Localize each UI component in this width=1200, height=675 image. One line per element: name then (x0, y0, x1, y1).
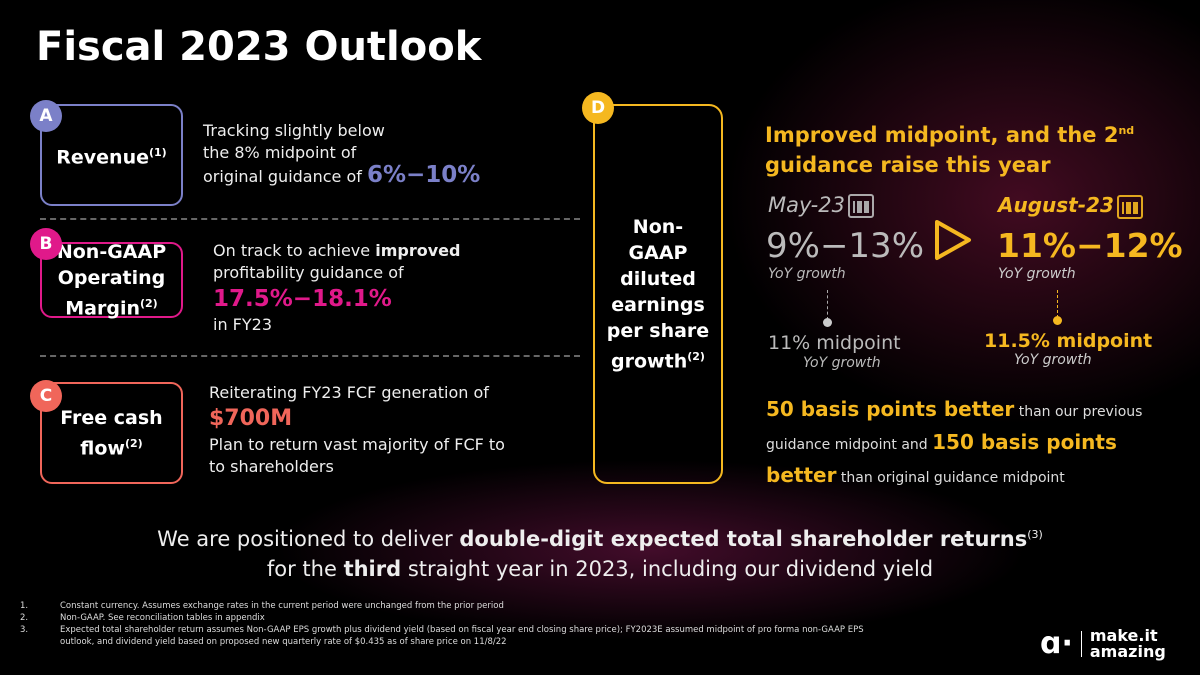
text-line: On track to achieve (213, 241, 376, 260)
footnote-ref: (2) (140, 296, 158, 310)
footnote-number: 1. (20, 601, 29, 611)
heading-text: Improved midpoint, and the 2 (765, 123, 1119, 147)
logo-text: make.it (1089, 626, 1158, 645)
revenue-value: 6%−10% (366, 162, 481, 188)
label: Free cash (60, 406, 163, 429)
page-title: Fiscal 2023 Outlook (36, 24, 482, 70)
divider (40, 218, 580, 220)
badge-a: A (30, 100, 62, 132)
arrow-play-icon (935, 220, 971, 260)
label: Operating (57, 266, 166, 289)
footnote: 1. Constant currency. Assumes exchange ra… (20, 600, 864, 612)
may-date: May-23 (768, 193, 874, 218)
august-midpoint: 11.5% midpoint (984, 330, 1153, 352)
growth-label: YoY growth (998, 266, 1076, 282)
divider (40, 355, 580, 357)
label: Non- (632, 215, 684, 238)
august-date: August-23 (998, 193, 1143, 219)
logo-mark-icon: ɑ· (1040, 626, 1073, 661)
footnotes: 1. Constant currency. Assumes exchange ra… (20, 600, 864, 648)
badge-d: D (582, 92, 614, 124)
growth-label: YoY growth (803, 355, 881, 371)
emphasis: third (343, 557, 402, 581)
emphasis: 150 basis points better (766, 430, 1117, 487)
logo-text: amazing (1089, 642, 1166, 661)
text: We are positioned to deliver (157, 527, 460, 551)
footnote: 3. Expected total shareholder return assu… (20, 624, 864, 636)
august-range: 11%−12% (997, 226, 1183, 265)
tsr-banner: We are positioned to deliver double-digi… (0, 520, 1200, 584)
free-cash-flow-description: Reiterating FY23 FCF generation of $700M… (209, 382, 505, 478)
text: for the (266, 557, 344, 581)
operating-margin-value: 17.5%−18.1% (213, 286, 392, 312)
footnote-text: Non-GAAP. See reconciliation tables in a… (60, 613, 265, 623)
badge-c: C (30, 380, 62, 412)
footnote-ref: (2) (124, 436, 143, 450)
label: Non-GAAP (56, 240, 167, 263)
emphasis: 50 basis points better (766, 397, 1015, 421)
footnote-text: outlook, and dividend yield based on pro… (60, 637, 507, 647)
free-cash-flow-box: Free cash flow(2) (40, 382, 183, 484)
revenue-box: Revenue(1) (40, 104, 183, 206)
date-label: May-23 (768, 193, 845, 217)
text-line: in FY23 (213, 315, 273, 334)
calendar-icon (847, 194, 874, 218)
text-line: profitability guidance of (213, 263, 404, 282)
footnote-ref: (1) (149, 145, 167, 159)
text-line: original guidance of (203, 167, 367, 186)
date-label: August-23 (998, 193, 1114, 217)
footnote-text: Constant currency. Assumes exchange rate… (60, 601, 504, 611)
ordinal: nd (1118, 124, 1135, 137)
revenue-label: Revenue (56, 146, 149, 169)
label: Margin (65, 297, 140, 320)
dot (823, 318, 832, 327)
growth-label: YoY growth (1014, 352, 1092, 368)
label: growth (611, 350, 688, 373)
label: earnings (611, 293, 705, 316)
emphasis: double-digit expected total shareholder … (459, 527, 1028, 551)
text-line: the 8% midpoint of (203, 143, 357, 162)
label: GAAP (628, 241, 688, 264)
connector (1057, 290, 1058, 318)
connector (827, 290, 828, 320)
footnote: outlook, and dividend yield based on pro… (20, 636, 864, 648)
eps-growth-box: Non- GAAP diluted earnings per share growth(2… (593, 104, 723, 484)
footnote-ref: (2) (687, 349, 705, 363)
label: diluted (620, 267, 696, 290)
dot (1053, 316, 1062, 325)
company-logo: ɑ· make.it amazing (1040, 628, 1166, 660)
text: than our previous guidance midpoint and (766, 404, 1143, 453)
footnote-text: Expected total shareholder return assume… (60, 625, 864, 635)
operating-margin-box: Non-GAAP Operating Margin(2) (40, 240, 183, 320)
text-line: Tracking slightly below (203, 121, 385, 140)
emphasis: improved (375, 241, 461, 260)
footnote: 2. Non-GAAP. See reconciliation tables in… (20, 612, 864, 624)
text: than original guidance midpoint (836, 470, 1065, 486)
basis-points-summary: 50 basis points better than our previous… (766, 394, 1166, 493)
text-line: to shareholders (209, 457, 334, 476)
calendar-icon (1116, 194, 1143, 219)
logo-wordmark: make.it amazing (1090, 628, 1166, 660)
may-midpoint: 11% midpoint (768, 332, 901, 354)
badge-b: B (30, 228, 62, 260)
fcf-value: $700M (209, 406, 293, 431)
footnote-number: 2. (20, 613, 29, 623)
may-range: 9%−13% (766, 226, 924, 266)
revenue-description: Tracking slightly below the 8% midpoint o… (203, 120, 480, 188)
footnote-number: 3. (20, 625, 29, 635)
logo-divider (1080, 631, 1082, 657)
footnote-ref: (3) (1027, 528, 1043, 541)
label: per share (606, 319, 710, 342)
text: straight year in 2023, including our div… (401, 557, 934, 581)
heading-text: guidance raise this year (765, 153, 1051, 177)
growth-label: YoY growth (768, 266, 846, 282)
label: flow (80, 437, 125, 460)
text-line: Plan to return vast majority of FCF to (209, 435, 505, 454)
operating-margin-description: On track to achieve improved profitabili… (213, 240, 460, 336)
guidance-heading: Improved midpoint, and the 2nd guidance r… (765, 116, 1134, 180)
text-line: Reiterating FY23 FCF generation of (209, 383, 489, 402)
